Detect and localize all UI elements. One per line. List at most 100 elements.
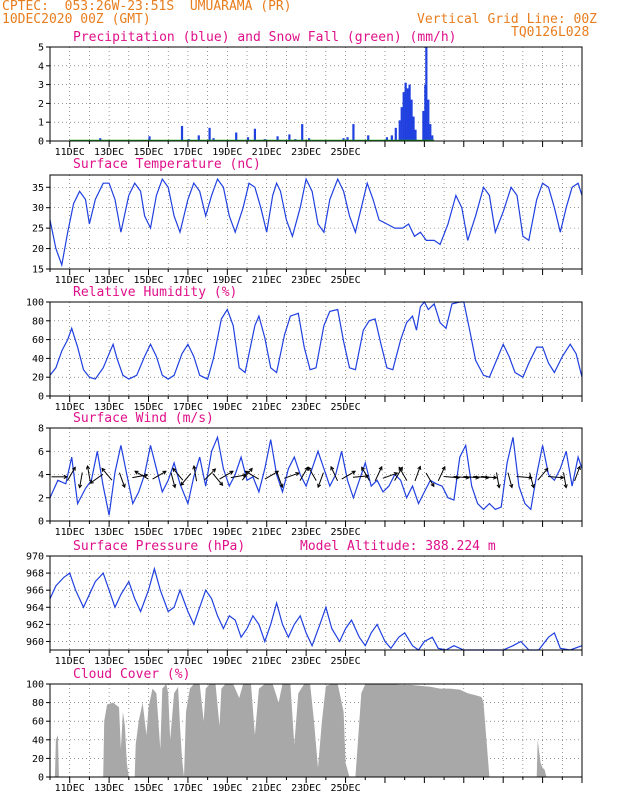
wind-arrow-head [244,470,249,475]
precip-bar [398,120,401,141]
x-tick-label: 23DEC [291,147,321,158]
header-init-time: 10DEC2020 00Z (GMT) [2,12,151,27]
x-tick-label: 15DEC [133,656,163,667]
wind-arrow-shaft [87,465,91,482]
y-tick-label: 964 [26,603,44,614]
precip-bar [412,116,415,141]
x-tick-label: 13DEC [94,656,124,667]
panel-3: Surface Wind (m/s) 0 2 4 6 8 11DEC 13DEC 15DEC 17… [38,411,583,538]
wind-arrow-shaft [212,473,223,486]
wind-arrow-head [361,466,365,471]
header-model-code: TQ0126L028 [511,25,590,40]
wind-arrow-head [430,482,435,488]
precip-bar [235,132,238,141]
panel-1: Surface Temperature (nC) 15 20 25 30 35 11DEC 1… [32,157,583,286]
wind-arrow-head [378,465,383,471]
precip-bar [342,138,345,141]
precip-bar [408,84,411,141]
panel-frame [49,301,583,397]
x-tick-label: 17DEC [173,402,203,413]
y-tick-label: 4 [38,470,44,481]
x-tick-label: 13DEC [94,783,124,794]
series-line [49,300,583,380]
wind-arrow-head [330,465,335,471]
wind-arrow-shaft [507,472,513,488]
wind-arrow-shaft [398,467,408,481]
precip-bar [246,137,250,141]
wind-arrow-head [304,466,309,471]
wind-arrow-shaft [276,472,283,488]
precip-bar [288,134,291,141]
wind-arrow-shaft [574,466,581,482]
x-tick-label: 19DEC [212,783,242,794]
y-tick-label: 80 [32,316,44,327]
panel-subtitle: Model Altitude: 388.224 m [300,539,496,554]
wind-arrow-head [576,465,581,471]
wind-arrow-shaft [67,467,76,481]
series-line [49,566,583,651]
wind-arrow-shaft [529,472,535,488]
wind-arrow-head [559,475,565,480]
wind-arrow-shaft [101,468,113,481]
x-tick-label: 17DEC [173,527,203,538]
precip-bar [367,135,370,141]
wind-arrow-shaft [473,475,489,479]
x-tick-label: 11DEC [55,527,85,538]
wind-arrow-shaft [374,466,383,482]
x-tick-label: 15DEC [133,147,163,158]
precip-bar [404,82,407,141]
x-tick-label: 17DEC [173,656,203,667]
wind-arrow-head [279,483,284,489]
wind-arrow-head [162,470,167,475]
x-tick-label: 21DEC [252,656,282,667]
header-grid-note: Vertical Grid Line: 00Z [417,12,598,27]
wind-arrow-head [71,466,76,471]
x-tick-label: 25DEC [331,147,361,158]
wind-arrow-head [219,481,224,487]
wind-arrow-shaft [548,475,564,479]
x-tick-label: 23DEC [291,527,321,538]
x-tick-label: 25DEC [331,527,361,538]
wind-arrow-shaft [453,475,469,479]
y-tick-label: 25 [32,224,44,235]
y-tick-label: 40 [32,354,44,365]
x-tick-label: 21DEC [252,783,282,794]
precip-bar [308,138,311,141]
wind-arrow-head [89,479,94,484]
wind-arrow-shaft [516,475,532,479]
wind-arrow-shaft [537,468,549,481]
wind-arrow-head [121,483,126,489]
x-tick-label: 19DEC [212,275,242,286]
x-tick-label: 23DEC [291,656,321,667]
x-tick-label: 21DEC [252,527,282,538]
x-tick-label: 11DEC [55,275,85,286]
precip-bar [346,137,349,141]
x-tick-label: 15DEC [133,402,163,413]
wind-arrow-shaft [414,466,421,482]
x-tick-label: 13DEC [94,527,124,538]
wind-arrow-head [493,475,498,480]
y-tick-label: 0 [38,137,44,148]
precip-bar [180,125,184,141]
y-tick-label: 100 [26,298,44,309]
wind-arrow-head [180,481,185,487]
wind-arrow-head [248,467,253,472]
wind-arrow-shaft [496,472,500,488]
header-station: CPTEC: 053:26W-23:51S UMUARAMA (PR) [2,0,292,14]
wind-arrow-head [78,484,83,489]
x-tick-label: 11DEC [55,783,85,794]
y-tick-label: 35 [32,183,44,194]
panel-title: Surface Temperature (nC) [73,157,261,172]
panel-frame [49,683,583,778]
wind-arrow-shaft [172,468,184,481]
wind-arrow-shaft [330,466,339,482]
y-tick-label: 30 [32,203,44,214]
x-tick-label: 15DEC [133,783,163,794]
wind-arrow-head [317,483,322,489]
wind-arrow-shaft [317,472,324,488]
x-tick-label: 11DEC [55,402,85,413]
precip-bar [197,135,200,141]
x-tick-label: 13DEC [94,147,124,158]
